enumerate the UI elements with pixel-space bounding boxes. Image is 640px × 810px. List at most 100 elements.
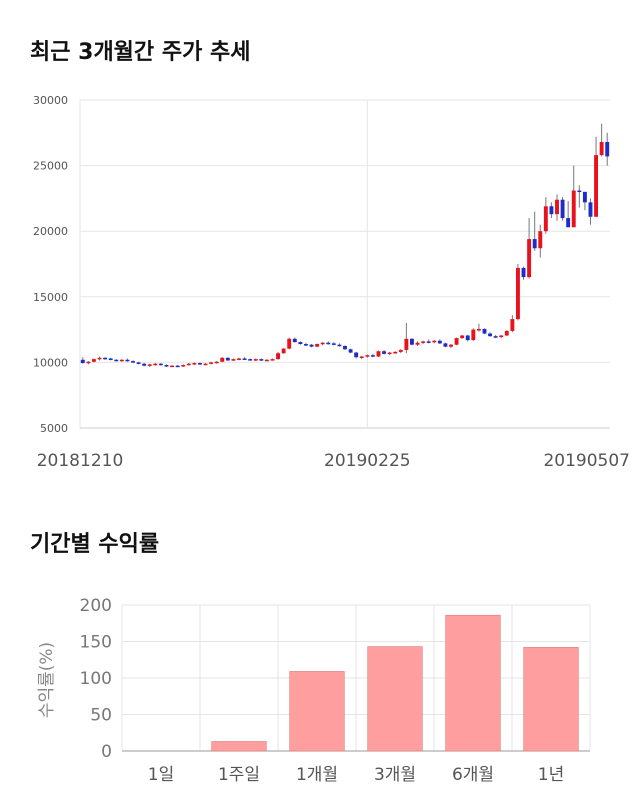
returns-x-tick-label: 1주일	[218, 765, 260, 785]
returns-y-tick-label: 200	[80, 596, 112, 616]
candle-body	[164, 365, 169, 367]
candle-body	[577, 190, 582, 193]
candle-body	[393, 351, 398, 354]
price-y-tick-label: 15000	[33, 291, 68, 304]
candle-body	[460, 335, 465, 339]
candle-body	[566, 218, 571, 228]
candle-body	[125, 359, 130, 362]
candle-body	[343, 346, 347, 350]
candle-body	[153, 363, 158, 366]
candle-body	[264, 359, 269, 362]
candle-body	[136, 362, 141, 364]
returns-x-tick-label: 1개월	[296, 765, 338, 785]
candle-body	[86, 361, 91, 364]
candle-body	[231, 359, 236, 361]
candle-body	[253, 359, 258, 361]
candle-body	[97, 357, 102, 360]
candle-body	[119, 359, 124, 362]
candle-body	[158, 363, 163, 366]
candle-body	[376, 351, 381, 357]
candle-body	[326, 342, 331, 345]
candle-body	[103, 357, 108, 360]
candle-body	[147, 364, 152, 366]
candle-body	[348, 349, 353, 353]
candle-body	[538, 231, 543, 249]
returns-y-tick-label: 50	[90, 706, 112, 726]
candle-body	[309, 344, 314, 347]
candle-body	[421, 341, 426, 343]
candle-body	[571, 190, 576, 228]
candle-body	[387, 352, 392, 355]
returns-bar	[523, 647, 579, 752]
candle-body	[225, 357, 230, 361]
candle-body	[175, 365, 180, 368]
returns-bar	[445, 614, 501, 752]
candle-body	[270, 359, 275, 361]
candle-body	[114, 359, 119, 362]
returns-x-tick-label: 3개월	[374, 765, 416, 785]
candle-body	[142, 363, 147, 366]
candle-body	[605, 141, 610, 157]
candle-body	[315, 344, 320, 347]
candle-body	[91, 359, 96, 362]
candle-body	[365, 355, 370, 357]
candle-body	[398, 349, 403, 352]
candle-body	[370, 355, 375, 357]
returns-bar	[289, 671, 345, 752]
candle-body	[131, 361, 135, 363]
candlestick-chart: 30000 25000 20000 15000 10000 5000 20181210 20…	[33, 94, 630, 471]
price-y-tick-label: 30000	[33, 94, 68, 107]
candle-body	[549, 206, 554, 215]
returns-chart-title: 기간별 수익률	[30, 532, 160, 557]
candle-body	[449, 344, 453, 347]
candle-body	[594, 155, 599, 217]
candle-body	[504, 330, 509, 336]
candle-body	[515, 267, 520, 320]
price-chart-title: 최근 3개월간 주가 추세	[30, 40, 251, 65]
returns-y-axis-label: 수익률(%)	[37, 642, 57, 718]
returns-x-tick-label: 6개월	[452, 765, 494, 785]
candle-body	[209, 362, 214, 364]
candle-body	[303, 344, 308, 346]
candle-body	[276, 353, 281, 360]
candle-body	[287, 338, 292, 349]
returns-bar	[367, 646, 423, 752]
candle-body	[259, 359, 264, 361]
candle-body	[471, 329, 476, 341]
candle-body	[281, 348, 286, 354]
price-y-tick-label: 5000	[40, 422, 68, 435]
candle-body	[242, 358, 247, 360]
candle-body	[108, 358, 113, 360]
candle-body	[432, 340, 437, 343]
price-x-tick-label: 20190507	[543, 451, 630, 471]
candle-body	[359, 356, 364, 358]
candle-body	[426, 341, 431, 343]
returns-y-tick-label: 0	[101, 742, 112, 762]
candle-body	[415, 342, 420, 345]
candle-body	[527, 239, 532, 278]
candle-body	[443, 343, 448, 347]
candle-body	[298, 342, 303, 345]
price-x-tick-label: 20181210	[37, 451, 124, 471]
candle-body	[588, 202, 593, 217]
candle-body	[320, 342, 325, 345]
candle-body	[476, 328, 481, 331]
candle-body	[220, 357, 225, 362]
candle-body	[248, 359, 253, 361]
candle-body	[404, 338, 409, 350]
candle-body	[354, 352, 359, 358]
candle-body	[454, 338, 459, 345]
candle-body	[482, 328, 487, 334]
price-y-tick-label: 25000	[33, 160, 68, 173]
price-x-tick-label: 20190225	[324, 451, 411, 471]
candle-body	[382, 351, 387, 354]
candle-body	[499, 335, 504, 338]
candle-body	[214, 361, 219, 364]
candle-body	[599, 141, 604, 156]
candle-body	[186, 363, 191, 366]
candle-body	[181, 365, 186, 367]
candle-body	[521, 267, 526, 278]
candle-body	[409, 338, 414, 345]
returns-y-tick-label: 100	[80, 669, 112, 689]
